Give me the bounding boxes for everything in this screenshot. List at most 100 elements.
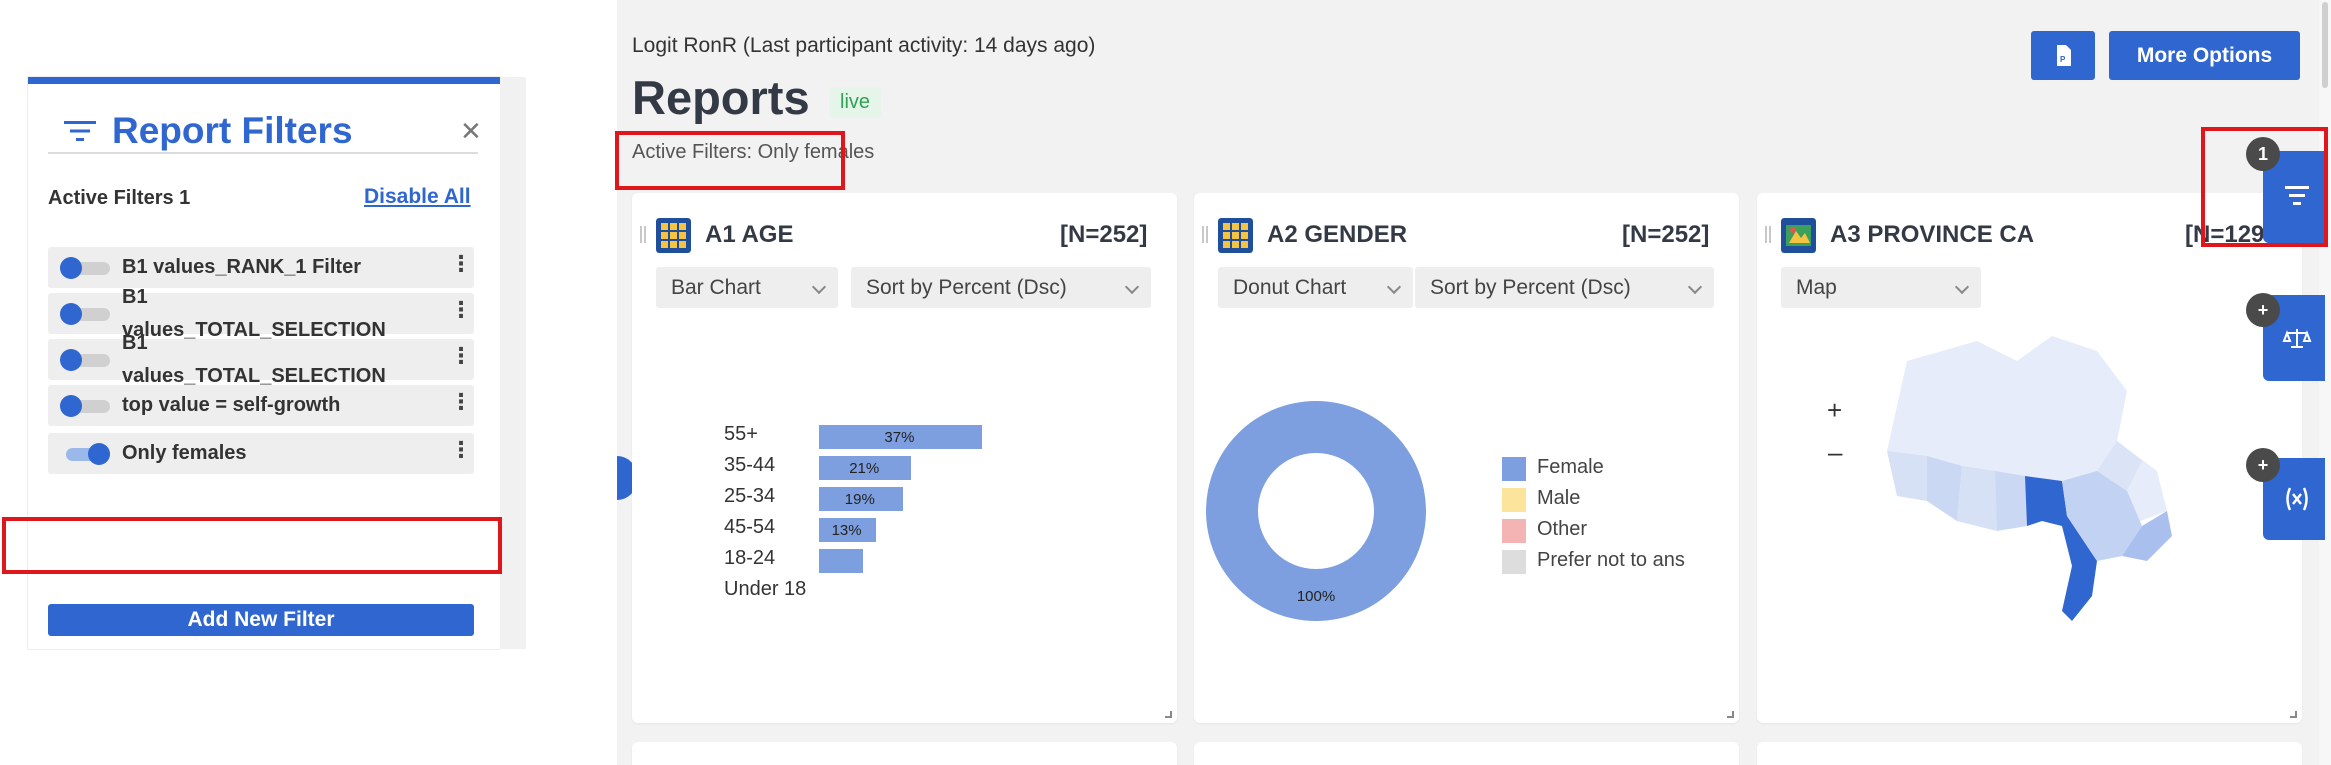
highlight-box: [2201, 127, 2328, 247]
panel-side-strip: [500, 77, 526, 649]
bar[interactable]: [819, 425, 982, 449]
chevron-down-icon: [1954, 279, 1970, 295]
bar-category-label: 25-34: [724, 485, 776, 507]
donut-slice[interactable]: [1206, 400, 1426, 622]
filter-toggle[interactable]: [60, 257, 112, 279]
active-filters-text: Active Filters: Only females: [632, 141, 875, 163]
bar[interactable]: [819, 487, 903, 511]
more-options-button[interactable]: More Options: [2109, 31, 2300, 80]
report-filters-panel: Report Filters ✕ Active Filters 1 Disabl…: [28, 77, 500, 649]
bar-value-label: 19%: [844, 491, 875, 508]
legend-entry[interactable]: Prefer not to ans: [1537, 549, 1685, 571]
pdf-file-icon: P: [2057, 45, 2071, 66]
filter-panel-header: Report Filters ✕: [48, 102, 482, 154]
chevron-down-icon: [811, 279, 827, 295]
bar-category-label: Under 18: [724, 578, 807, 600]
filter-label: B1 values_RANK_1 Filter: [122, 256, 361, 278]
filter-label: top value = self-growth: [122, 394, 341, 416]
svg-text:P: P: [2060, 55, 2066, 64]
card-title: A1 AGE: [705, 221, 794, 248]
dropdown-value: Map: [1796, 276, 1837, 299]
filter-row[interactable]: top value = self-growth ⋮: [48, 385, 474, 426]
function-variable-icon: [2286, 487, 2308, 511]
filter-row[interactable]: B1 values_TOTAL_SELECTION Filter ⋮: [48, 332, 474, 420]
filter-lines-icon: [2285, 186, 2309, 205]
reports-main: Logit RonR (Last participant activity: 1…: [615, 0, 2331, 765]
more-vertical-icon[interactable]: ⋮: [450, 437, 472, 462]
legend-swatch: [1502, 550, 1526, 574]
report-card: [1194, 742, 1739, 765]
drag-handle-icon[interactable]: [1765, 226, 1771, 243]
canada-province-map: [1887, 336, 2172, 621]
legend-swatch: [1502, 457, 1526, 481]
filter-label: Only females: [122, 442, 247, 464]
filter-toggle[interactable]: [60, 395, 112, 417]
filter-toggle[interactable]: [60, 443, 112, 465]
project-activity-text: Logit RonR (Last participant activity: 1…: [632, 34, 1096, 57]
grid-table-icon: [656, 218, 691, 253]
report-card-age: A1 AGE [N=252] Bar Chart Sort by Percent…: [632, 193, 1177, 723]
resize-handle-icon[interactable]: [1165, 711, 1172, 718]
sample-size: [N=252]: [1060, 221, 1148, 248]
filter-panel-tab[interactable]: [2263, 151, 2325, 243]
dropdown-value: Sort by Percent (Dsc): [866, 276, 1067, 299]
bar-category-label: 45-54: [724, 516, 776, 538]
bar-value-label: 21%: [849, 460, 880, 477]
more-vertical-icon[interactable]: ⋮: [450, 343, 472, 368]
legend-entry[interactable]: Other: [1537, 518, 1588, 540]
donut-value-label: 100%: [1297, 588, 1335, 605]
chevron-down-icon: [1124, 279, 1140, 295]
gender-donut-chart: 100%: [1206, 400, 1426, 622]
filter-lines-icon: [64, 121, 96, 141]
dropdown-value: Donut Chart: [1233, 276, 1347, 299]
bar[interactable]: [819, 456, 912, 480]
filter-row[interactable]: B1 values_RANK_1 Filter ⋮: [48, 247, 474, 288]
bar-value-label: 37%: [884, 429, 915, 446]
chart-type-dropdown[interactable]: Donut Chart: [1218, 267, 1413, 308]
disable-all-link[interactable]: Disable All: [364, 185, 471, 208]
drag-handle-icon[interactable]: [1202, 226, 1208, 243]
resize-handle-icon[interactable]: [1727, 711, 1734, 718]
more-vertical-icon[interactable]: ⋮: [450, 389, 472, 414]
filter-toggle[interactable]: [60, 349, 112, 371]
report-card: [632, 742, 1177, 765]
bar[interactable]: [819, 518, 877, 542]
bar-category-label: 18-24: [724, 547, 776, 569]
map-zoom-in-button[interactable]: +: [1827, 395, 1843, 425]
chart-type-dropdown[interactable]: Bar Chart: [656, 267, 838, 308]
legend-entry[interactable]: Male: [1537, 487, 1581, 509]
legend-swatch: [1502, 488, 1526, 512]
chart-type-dropdown[interactable]: Map: [1781, 267, 1981, 308]
drag-handle-icon[interactable]: [640, 226, 646, 243]
map-icon: [1781, 218, 1816, 253]
dropdown-value: Bar Chart: [671, 276, 761, 299]
scale-balance-icon: [2282, 329, 2312, 348]
sort-dropdown[interactable]: Sort by Percent (Dsc): [851, 267, 1151, 308]
add-new-filter-button[interactable]: Add New Filter: [48, 604, 474, 636]
scrollbar[interactable]: [2319, 0, 2331, 765]
bar-category-label: 55+: [724, 423, 758, 445]
resize-handle-icon[interactable]: [2290, 711, 2297, 718]
pdf-export-button[interactable]: P: [2031, 31, 2095, 80]
filter-toggle[interactable]: [60, 303, 112, 325]
legend-entry[interactable]: Female: [1537, 456, 1604, 478]
sort-dropdown[interactable]: Sort by Percent (Dsc): [1415, 267, 1714, 308]
card-title: A2 GENDER: [1267, 221, 1408, 248]
filter-row[interactable]: Only females ⋮: [48, 433, 474, 474]
filter-count-badge: 1: [2246, 137, 2280, 171]
filter-row[interactable]: B1 values_TOTAL_SELECTION Filter ⋮: [48, 286, 474, 374]
plus-circle-icon[interactable]: +: [2246, 448, 2280, 482]
page-title: Reports: [632, 71, 810, 124]
close-icon[interactable]: ✕: [460, 116, 482, 146]
bar[interactable]: [819, 549, 863, 573]
more-vertical-icon[interactable]: ⋮: [450, 297, 472, 322]
sample-size: [N=252]: [1622, 221, 1710, 248]
bar-category-label: 35-44: [724, 454, 776, 476]
grid-table-icon: [1218, 218, 1253, 253]
report-card-gender: A2 GENDER [N=252] Donut Chart Sort by Pe…: [1194, 193, 1739, 723]
highlight-box: [2, 517, 502, 574]
map-zoom-out-button[interactable]: –: [1828, 437, 1843, 467]
plus-circle-icon[interactable]: +: [2246, 293, 2280, 327]
more-vertical-icon[interactable]: ⋮: [450, 251, 472, 276]
